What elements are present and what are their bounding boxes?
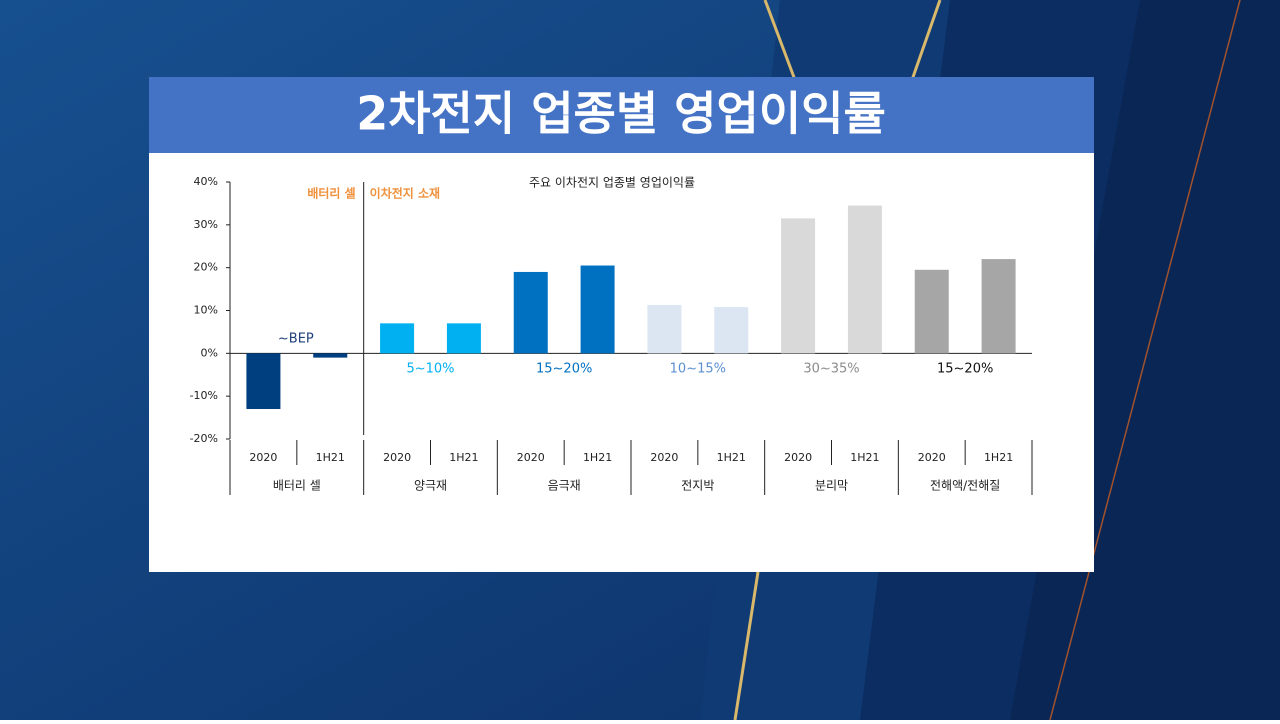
segment-label: 이차전지 소재 [370, 186, 440, 201]
x-tick-label: 2020 [383, 451, 411, 464]
y-tick-label: 20% [194, 261, 218, 274]
segment-label: 배터리 셀 [307, 186, 355, 201]
gold-line [910, 0, 942, 81]
group-label: 음극재 [548, 479, 581, 493]
group-label: 전해액/전해질 [930, 479, 1000, 493]
y-tick-label: -20% [190, 432, 218, 445]
x-tick-label: 1H21 [717, 451, 746, 464]
x-tick-label: 2020 [784, 451, 812, 464]
y-tick-label: 10% [194, 304, 218, 317]
bar [847, 205, 882, 354]
x-tick-label: 1H21 [449, 451, 478, 464]
bar [981, 259, 1016, 354]
title-banner [149, 77, 1094, 153]
slide-title: 2차전지 업종별 영업이익률 [356, 87, 886, 141]
bar [714, 307, 749, 354]
group-label: 전지박 [681, 479, 714, 493]
y-tick-label: 40% [194, 175, 218, 188]
x-tick-label: 1H21 [984, 451, 1013, 464]
x-tick-label: 2020 [918, 451, 946, 464]
bar [647, 304, 682, 354]
gold-line [733, 571, 760, 721]
bar [513, 271, 548, 354]
bar [246, 353, 281, 410]
bar [580, 265, 615, 354]
gold-line [763, 0, 797, 81]
x-tick-label: 1H21 [316, 451, 345, 464]
y-tick-label: -10% [190, 389, 218, 402]
bar [313, 353, 348, 358]
bar [446, 323, 481, 354]
bar [380, 323, 415, 354]
chart-panel [149, 153, 1094, 572]
chart-title: 주요 이차전지 업종별 영업이익률 [529, 176, 695, 190]
x-tick-label: 2020 [650, 451, 678, 464]
range-label: 10~15% [670, 362, 726, 377]
bar [914, 269, 949, 354]
x-tick-label: 2020 [517, 451, 545, 464]
group-label: 양극재 [414, 479, 447, 493]
range-label: 15~20% [536, 362, 592, 377]
copper-line [1049, 0, 1241, 721]
range-label: ~BEP [278, 332, 314, 347]
y-tick-label: 0% [201, 346, 218, 359]
x-tick-label: 1H21 [850, 451, 879, 464]
range-label: 5~10% [406, 362, 454, 377]
group-label: 분리막 [815, 479, 848, 493]
range-label: 30~35% [803, 362, 859, 377]
y-tick-label: 30% [194, 218, 218, 231]
x-tick-label: 2020 [249, 451, 277, 464]
bar [781, 218, 816, 354]
group-label: 배터리 셀 [273, 479, 321, 493]
x-tick-label: 1H21 [583, 451, 612, 464]
range-label: 15~20% [937, 362, 993, 377]
